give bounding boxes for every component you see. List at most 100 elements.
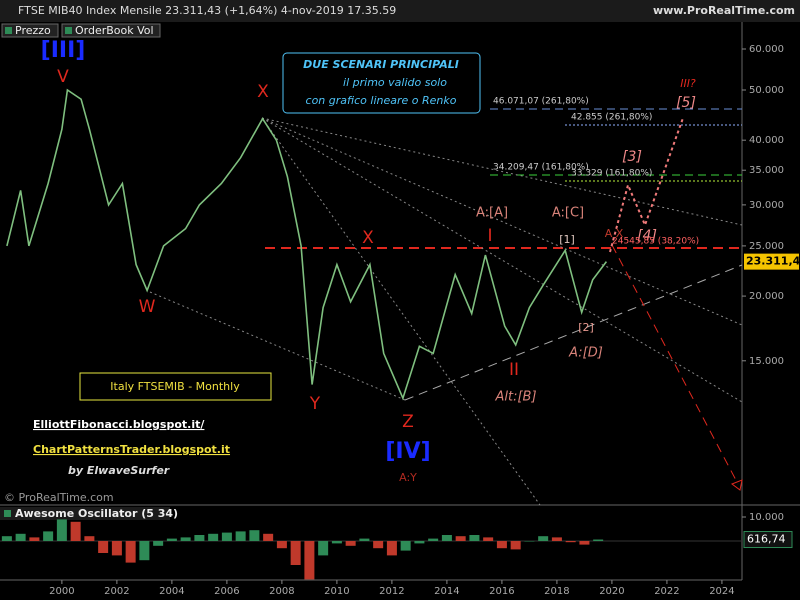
note-box [79,372,272,401]
x-tick-label: 2002 [104,586,129,597]
oscillator-bar [469,535,480,541]
oscillator-bar [455,536,466,541]
note-text: il primo valido solo [343,76,447,89]
trendlines [149,108,743,506]
oscillator-bar [318,541,329,556]
x-tick-label: 2016 [489,586,514,597]
x-tick-label: 2010 [324,586,349,597]
button[interactable] [61,23,161,38]
oscillator-bar [180,537,191,541]
oscillator-bar [331,541,342,544]
y-tick-label: 50.000 [749,85,784,96]
oscillator-bar [593,539,604,541]
wave-label: [2] [578,321,594,334]
oscillator-bar [111,541,122,556]
oscillator-bar [386,541,397,556]
button-label[interactable]: OrderBook Vol [75,24,154,37]
wave-label: W [139,297,156,317]
wave-label: A X [605,227,624,240]
oscillator-bar [290,541,301,565]
panel-title: Awesome Oscillator (5 34) [15,507,178,520]
trendline [149,291,406,401]
x-tick-label: 2018 [544,586,569,597]
level-label: 33.329 (161,80%) [571,169,652,179]
site-label: www.ProRealTime.com [653,4,795,17]
wave-label: X [257,82,269,102]
wave-label: [III] [41,38,86,63]
author: by ElwaveSurfer [68,464,170,477]
button-label[interactable]: Prezzo [15,24,51,37]
oscillator-bar [166,538,177,541]
oscillator-bar [496,541,507,549]
oscillator-bar [98,541,109,553]
y-tick-label: 60.000 [749,44,784,55]
note-text: DUE SCENARI PRINCIPALI [303,58,459,71]
wave-label: A:[A] [476,206,508,221]
header-title: FTSE MIB40 Index Mensile 23.311,43 (+1,6… [18,4,396,17]
x-tick-label: 2022 [654,586,679,597]
wave-label: II [509,360,519,380]
oscillator-bar [84,536,95,541]
oscillator-bar [29,537,40,541]
wave-label: X [362,228,374,248]
oscillator-bar [194,535,205,541]
oscillator-bar [565,541,576,543]
link[interactable]: ElliottFibonacci.blogspot.it/ [33,418,205,431]
oscillator-bar [304,541,315,580]
wave-label: A:[C] [552,206,584,221]
header-bar [0,0,800,22]
trendline [261,117,743,226]
oscillator-bar [345,541,356,546]
arrow-head [730,479,743,491]
oscillator-bar [263,533,274,541]
button[interactable] [1,23,59,38]
oscillator-bar [1,536,12,541]
wave-label: I [487,226,492,246]
oscillator-bar [441,535,452,541]
oscillator-bar [276,541,287,549]
x-tick-label: 2008 [269,586,294,597]
wave-label: Alt:[B] [494,390,536,405]
oscillator-bar [221,532,232,541]
oscillator-bar [414,541,425,544]
wave-label: [3] [622,149,642,165]
wave-label: A:Y [399,471,417,484]
icon [4,510,11,517]
wave-label: [IV] [385,439,430,464]
x-tick-label: 2020 [599,586,624,597]
icon [65,27,72,34]
level-label: 34.209,47 (161,80%) [493,163,589,173]
oscillator-bar [70,521,81,541]
last-value-box [743,531,793,549]
oscillator-bar [551,537,562,541]
oscillator-bar [483,537,494,541]
wave-label: A:[D] [568,346,603,361]
copyright: © ProRealTime.com [4,491,114,504]
oscillator-bar [235,531,246,541]
oscillator-bar [15,533,26,541]
x-tick-label: 2024 [709,586,734,597]
panel-header [0,507,170,520]
oscillator-bar [524,541,535,542]
oscillator-bar [538,536,549,541]
wave-label: Y [309,394,321,414]
level-label: 42.855 (261,80%) [571,113,652,123]
oscillator-bar [125,541,136,563]
oscillator-bar [56,519,67,541]
y-tick-label: 40.000 [749,135,784,146]
oscillator-bar [579,541,590,545]
oscillator-bar [359,538,370,541]
x-tick-label: 2012 [379,586,404,597]
last-value-label: 616,74 [747,533,786,546]
oscillator-bar [400,541,411,551]
link[interactable]: ChartPatternsTrader.blogspot.it [33,443,230,456]
wave-label: [1] [559,233,575,246]
price-line [6,88,608,401]
level-label: 46.071,07 (261,80%) [493,97,589,107]
oscillator-bar [153,541,164,546]
note-box [282,52,481,114]
y-tick-label: 30.000 [749,200,784,211]
trendline [261,117,743,326]
y-tick-label: 15.000 [749,356,784,367]
